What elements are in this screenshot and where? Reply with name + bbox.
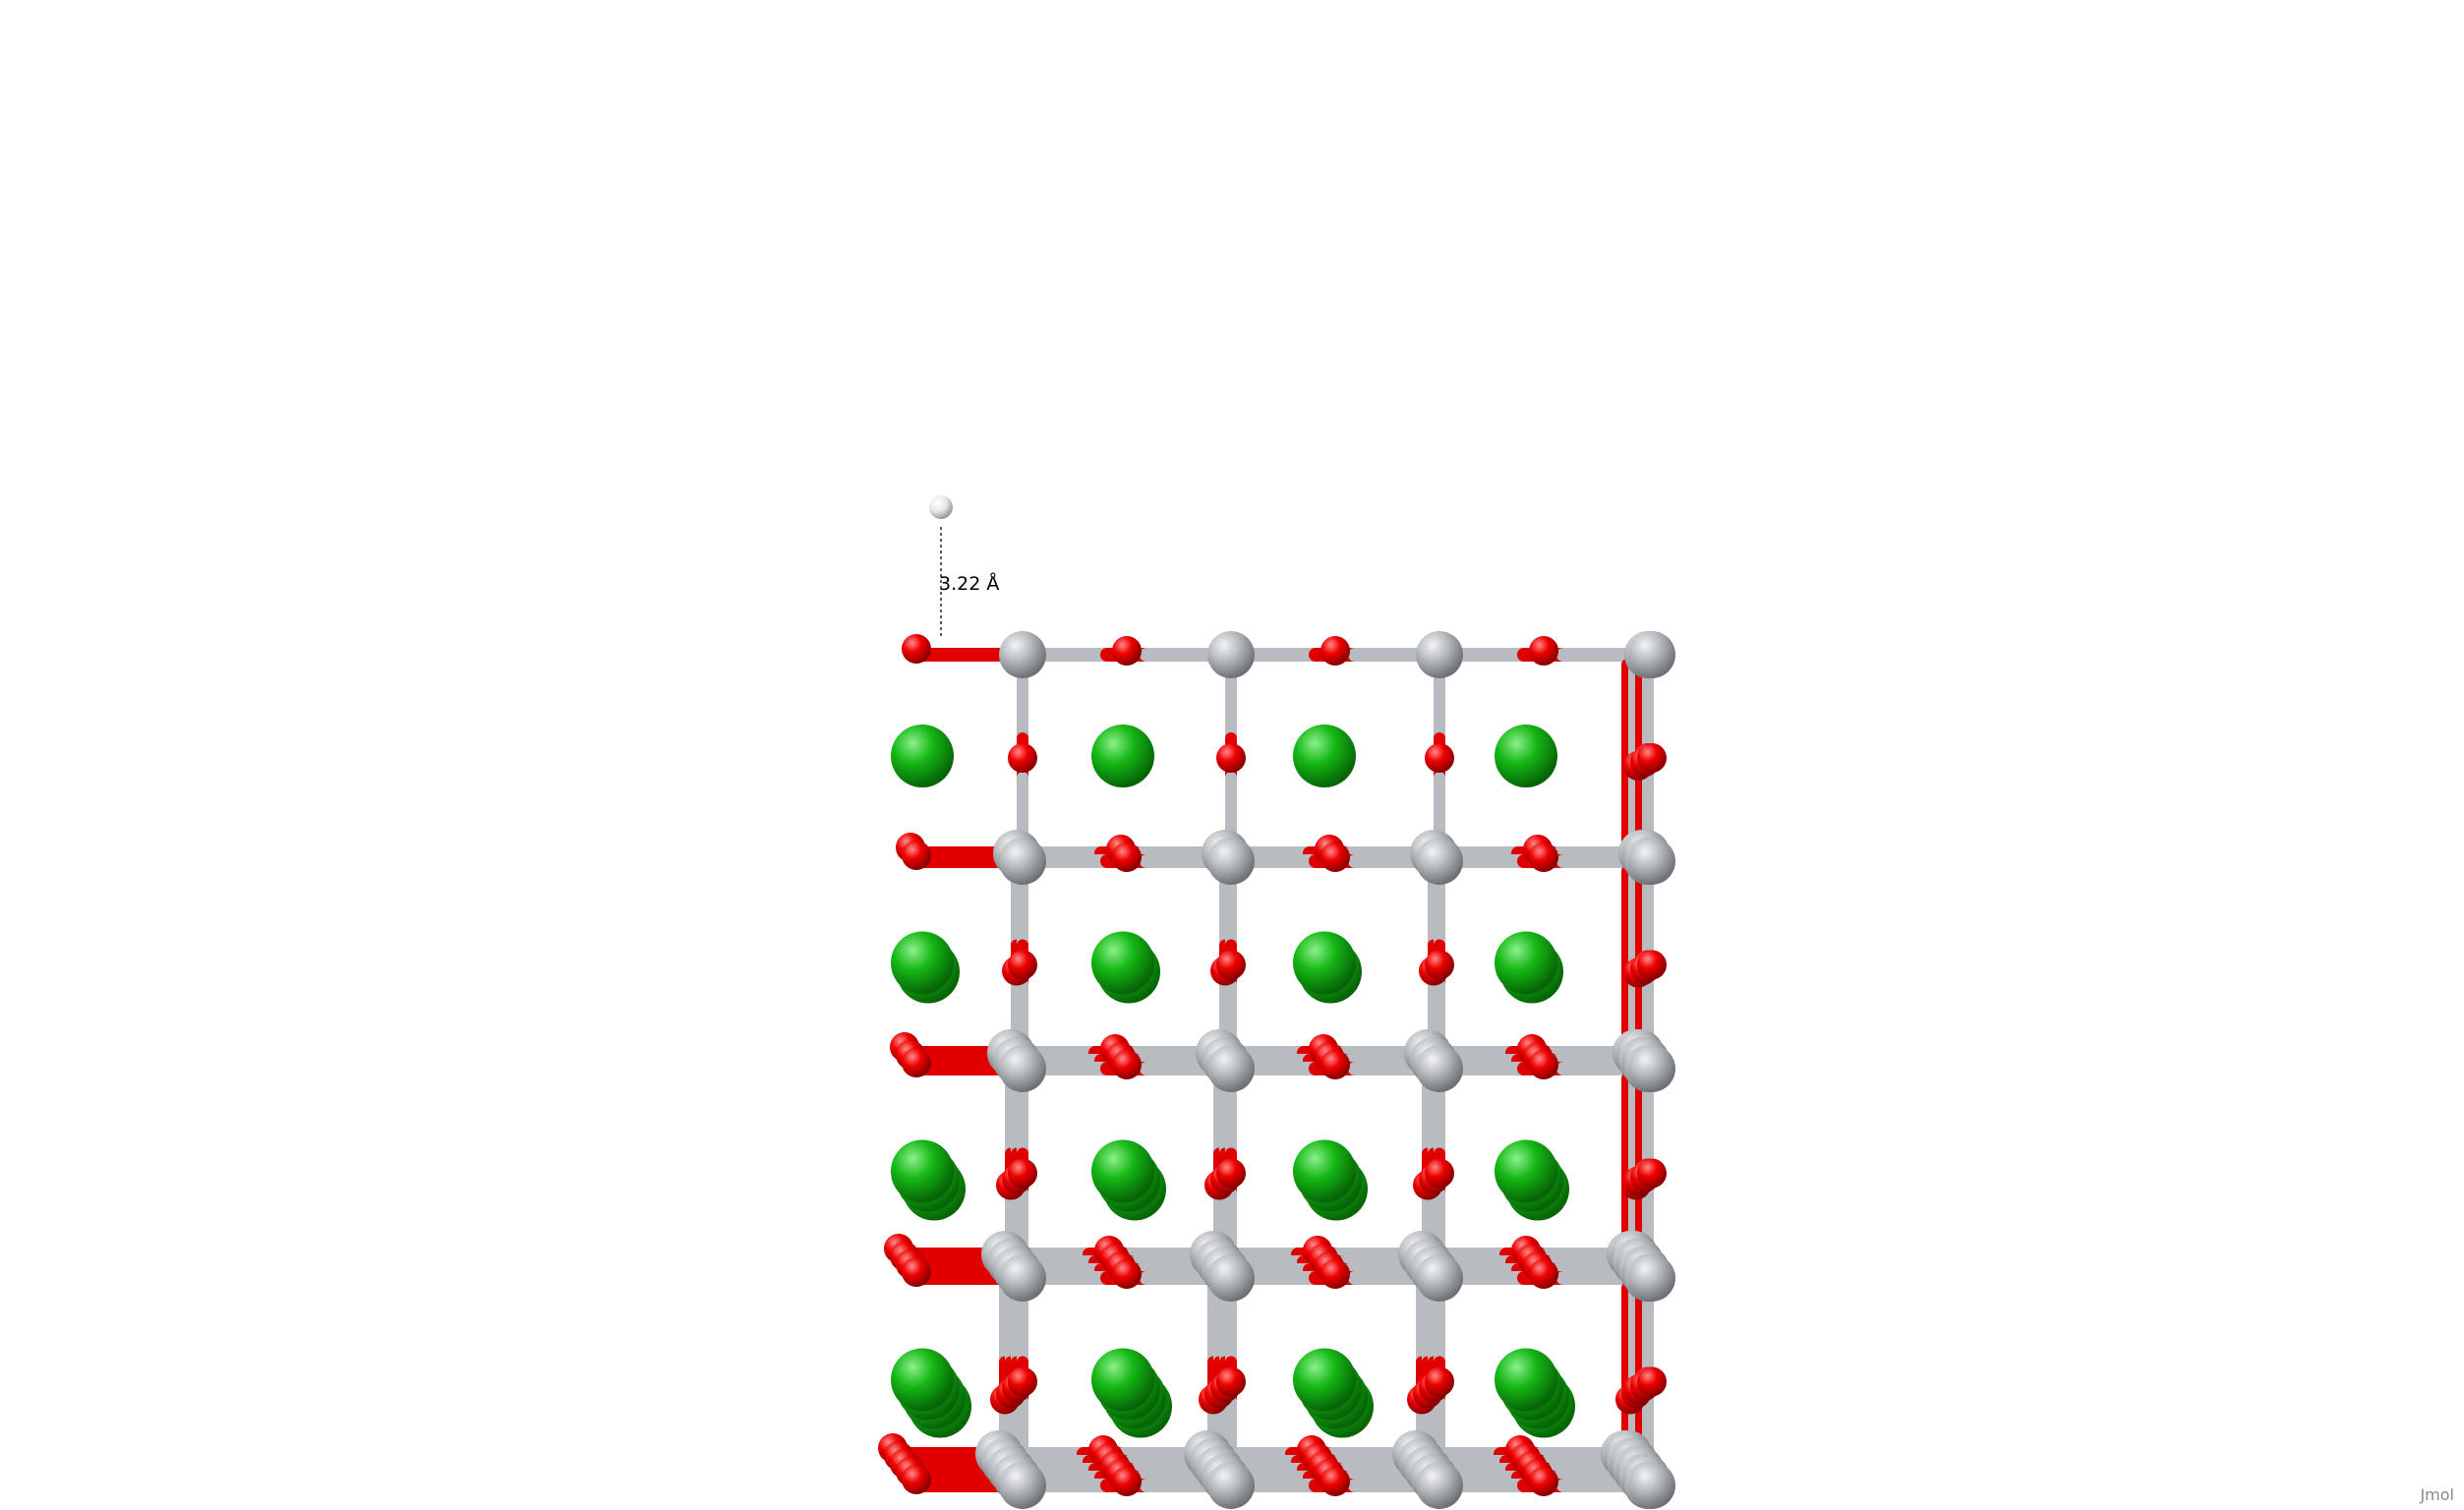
oxygen-atom xyxy=(902,841,931,870)
framework-atom xyxy=(1416,838,1463,885)
oxygen-atom xyxy=(1008,950,1037,980)
oxygen-atom xyxy=(1112,636,1142,666)
oxygen-atom xyxy=(1216,1366,1246,1397)
cation-atom xyxy=(1091,1348,1154,1412)
distance-label: 3.22 Å xyxy=(939,573,1000,595)
framework-atom xyxy=(1416,1462,1463,1509)
cation-atom xyxy=(1293,725,1356,787)
framework-atom xyxy=(1207,1254,1255,1302)
oxygen-atom xyxy=(1008,1158,1037,1189)
oxygen-atom xyxy=(1637,1366,1667,1397)
oxygen-atom xyxy=(902,1048,931,1077)
framework-atom xyxy=(1207,631,1255,678)
cation-atom xyxy=(891,1139,954,1203)
oxygen-atom xyxy=(1529,1259,1558,1289)
framework-atom xyxy=(1628,631,1675,678)
jmol-watermark: Jmol xyxy=(2420,1485,2454,1504)
oxygen-atom xyxy=(1216,743,1246,773)
cation-atom xyxy=(1495,725,1557,787)
cation-atom xyxy=(1293,931,1356,995)
cation-atom xyxy=(891,725,954,787)
oxygen-atom xyxy=(1529,1467,1558,1496)
oxygen-atom xyxy=(1112,1467,1142,1496)
framework-atom xyxy=(1416,1254,1463,1302)
framework-atom xyxy=(999,1254,1046,1302)
framework-atom xyxy=(1416,631,1463,678)
framework-atom xyxy=(1207,1045,1255,1092)
oxygen-atom xyxy=(1529,842,1558,872)
oxygen-atom xyxy=(1216,1158,1246,1189)
cation-atom xyxy=(1495,931,1557,995)
oxygen-atom xyxy=(1425,1366,1454,1397)
oxygen-atom xyxy=(1425,950,1454,980)
oxygen-atom xyxy=(1008,743,1037,773)
oxygen-atom xyxy=(1216,950,1246,980)
framework-atom xyxy=(999,1462,1046,1509)
oxygen-atom xyxy=(1320,842,1350,872)
framework-atom xyxy=(1628,1462,1675,1509)
oxygen-atom xyxy=(1320,1259,1350,1289)
cation-atom xyxy=(891,931,954,995)
oxygen-atom xyxy=(1320,636,1350,666)
measurement-layer xyxy=(929,495,953,639)
oxygen-atom xyxy=(1112,842,1142,872)
oxygen-atom xyxy=(1529,636,1558,666)
oxygen-atom xyxy=(1529,1050,1558,1079)
atoms-layer xyxy=(878,631,1675,1509)
framework-atom xyxy=(1416,1045,1463,1092)
oxygen-atom xyxy=(1425,743,1454,773)
cation-atom xyxy=(1293,1139,1356,1203)
framework-atom xyxy=(999,631,1046,678)
framework-atom xyxy=(999,1045,1046,1092)
framework-atom xyxy=(1207,1462,1255,1509)
framework-atom xyxy=(1628,1045,1675,1092)
oxygen-atom xyxy=(1320,1467,1350,1496)
oxygen-atom xyxy=(902,634,931,664)
cation-atom xyxy=(1293,1348,1356,1412)
framework-atom xyxy=(1628,1254,1675,1302)
framework-atom xyxy=(1628,838,1675,885)
cation-atom xyxy=(1495,1139,1557,1203)
oxygen-atom xyxy=(1112,1050,1142,1079)
framework-atom xyxy=(999,838,1046,885)
oxygen-atom xyxy=(1637,950,1667,980)
adsorbate-atom xyxy=(929,495,953,519)
oxygen-atom xyxy=(1425,1158,1454,1189)
oxygen-atom xyxy=(1008,1366,1037,1397)
oxygen-atom xyxy=(1637,743,1667,773)
oxygen-atom xyxy=(1320,1050,1350,1079)
cation-atom xyxy=(1091,931,1154,995)
cation-atom xyxy=(891,1348,954,1412)
oxygen-atom xyxy=(1637,1158,1667,1189)
cation-atom xyxy=(1495,1348,1557,1412)
framework-atom xyxy=(1207,838,1255,885)
oxygen-atom xyxy=(1112,1259,1142,1289)
cation-atom xyxy=(1091,725,1154,787)
oxygen-atom xyxy=(902,1257,931,1287)
oxygen-atom xyxy=(902,1465,931,1494)
cation-atom xyxy=(1091,1139,1154,1203)
